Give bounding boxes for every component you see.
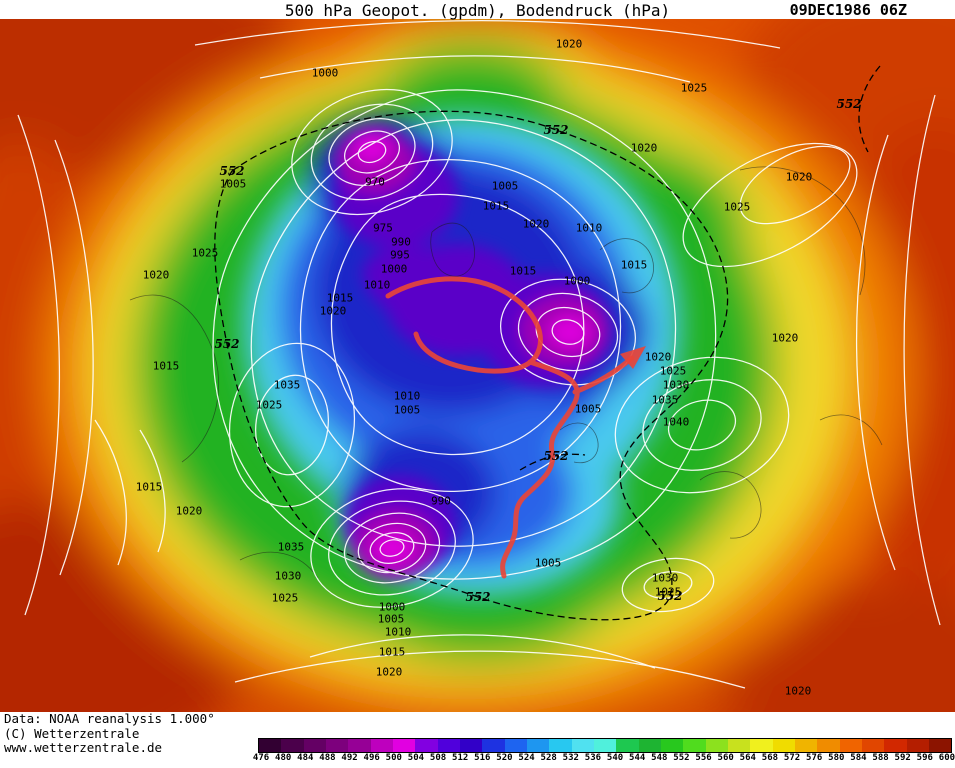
colorbar-segment [370, 739, 393, 752]
colorbar-segment [616, 739, 639, 752]
colorbar-segment [593, 739, 617, 752]
colorbar-tick-label: 524 [518, 753, 535, 763]
colorbar-segment [750, 739, 773, 752]
colorbar-tick-label: 584 [850, 753, 867, 763]
colorbar-segment [817, 739, 840, 752]
colorbar-tick-label: 504 [407, 753, 425, 763]
trough-arrowhead [620, 346, 646, 369]
page-title: 500 hPa Geopot. (gpdm), Bodendruck (hPa) [284, 1, 671, 20]
colorbar-tick-row: 476 480 484 488 492 496 500 504 508 512 516 520 524 5… [250, 753, 955, 763]
colorbar-tick-label: 496 [363, 753, 380, 763]
colorbar-segment [549, 739, 572, 752]
colorbar-tick-label: 564 [739, 753, 756, 763]
attribution-data-source: Data: NOAA reanalysis 1.000° [4, 711, 215, 726]
surface-pressure-contours [17, 19, 941, 689]
colorbar-segment [772, 739, 795, 752]
colorbar-tick-label: 540 [606, 753, 624, 763]
colorbar-tick-label: 588 [872, 753, 889, 763]
colorbar-tick-label: 476 [252, 753, 270, 763]
colorbar-segment [348, 739, 371, 752]
colorbar-segment [459, 739, 483, 752]
colorbar-segment [794, 739, 818, 752]
colorbar-tick-label: 484 [297, 753, 314, 763]
colorbar-tick-label: 512 [452, 753, 469, 763]
colorbar-tick-label: 548 [651, 753, 668, 763]
colorbar-tick-label: 480 [275, 753, 292, 763]
map-datetime: 09DEC1986 06Z [789, 1, 907, 19]
colorbar-tick-label: 544 [629, 753, 646, 763]
colorbar-segment [861, 739, 885, 752]
colorbar-segment [705, 739, 728, 752]
colorbar-segment [504, 739, 527, 752]
colorbar-tick-label: 488 [319, 753, 336, 763]
colorbar-tick-label: 528 [540, 753, 557, 763]
colorbar-tick-label: 508 [429, 753, 447, 763]
colorbar-tick-label: 492 [341, 753, 358, 763]
colorbar-tick-label: 568 [761, 753, 779, 763]
colorbar-segment [526, 739, 550, 752]
attribution-copyright: (C) Wetterzentrale [4, 725, 140, 741]
colorbar-tick-label: 500 [385, 753, 402, 763]
colorbar-tick-label: 576 [806, 753, 823, 763]
colorbar-tick-label: 560 [717, 753, 734, 763]
attribution-website: www.wetterzentrale.de [4, 740, 163, 755]
colorbar-tick-label: 556 [695, 753, 712, 763]
colorbar-tick-label: 532 [562, 753, 579, 763]
colorbar-tick-label: 536 [584, 753, 602, 763]
colorbar-segment [482, 739, 505, 752]
colorbar-tick-label: 580 [828, 753, 845, 763]
colorbar-tick-label: 516 [474, 753, 491, 763]
colorbar-segment [906, 739, 929, 752]
colorbar-tick-label: 552 [673, 753, 690, 763]
colorbar-segment [683, 739, 706, 752]
colorbar-segment [325, 739, 349, 752]
colorbar-segment [884, 739, 907, 752]
colorbar-segment [839, 739, 862, 752]
colorbar-segment [437, 739, 460, 752]
colorbar-tick-label: 600 [938, 753, 955, 763]
colorbar-segment [638, 739, 661, 752]
attribution: Data: NOAA reanalysis 1.000° (C) Wetterz… [4, 711, 215, 756]
colorbar-tick-label: 596 [916, 753, 933, 763]
colorbar-segment [303, 739, 326, 752]
colorbar-segment [392, 739, 416, 752]
colorbar-tick-label: 520 [496, 753, 513, 763]
colorbar-segment [727, 739, 751, 752]
colorbar-tick-label: 572 [783, 753, 801, 763]
colorbar-segment [571, 739, 594, 752]
colorbar-segment [415, 739, 438, 752]
colorbar [258, 738, 952, 753]
title-bar: 500 hPa Geopot. (gpdm), Bodendruck (hPa)… [0, 0, 955, 20]
colorbar-segment [660, 739, 684, 752]
colorbar-segment [928, 739, 952, 752]
colorbar-tick-label: 592 [894, 753, 911, 763]
colorbar-segment [281, 739, 304, 752]
colorbar-segment [259, 739, 282, 752]
